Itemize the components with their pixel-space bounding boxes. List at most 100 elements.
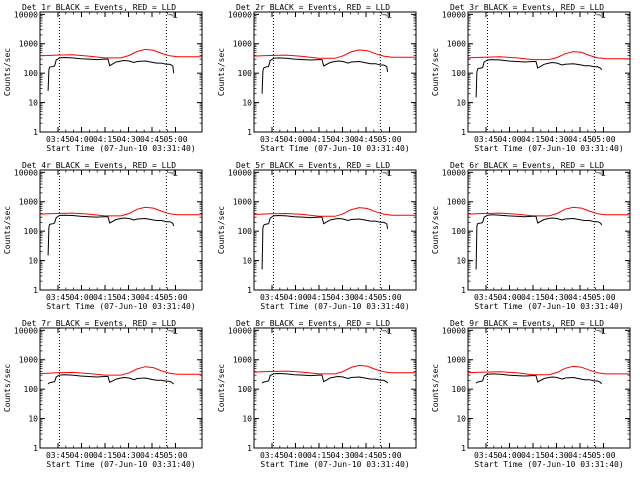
events-series-line <box>47 56 175 91</box>
y-tick-label: 10 <box>28 99 38 108</box>
x-tick-label: 04:45 <box>568 293 592 302</box>
y-tick-label: 1000 <box>19 198 38 207</box>
x-tick-label: 04:30 <box>330 451 354 460</box>
x-tick-label: 03:45 <box>260 293 284 302</box>
x-tick-label: 04:15 <box>521 135 545 144</box>
x-tick-label: 03:45 <box>474 293 498 302</box>
y-tick-label: 1000 <box>19 40 38 49</box>
x-tick-label: 04:45 <box>354 293 378 302</box>
y-axis-label: Counts/sec <box>3 206 12 254</box>
detector-panel-9: Det 9r BLACK = Events, RED = LLD Counts/s… <box>431 319 631 469</box>
x-axis-label: Start Time (07-Jun-10 03:31:40) <box>260 302 409 311</box>
x-tick-label: 04:00 <box>283 293 307 302</box>
panel-title: Det 6r BLACK = Events, RED = LLD <box>450 161 604 170</box>
y-tick-label: 1000 <box>233 198 252 207</box>
x-tick-label: 03:45 <box>260 451 284 460</box>
y-axis-label: Counts/sec <box>217 206 226 254</box>
plot-frame <box>467 327 631 449</box>
y-tick-label: 10000 <box>228 168 252 177</box>
x-tick-label: 05:00 <box>591 135 615 144</box>
plot-frame <box>253 327 417 449</box>
y-tick-label: 100 <box>238 69 253 78</box>
x-tick-label: 03:45 <box>46 451 70 460</box>
y-tick-label: 1 <box>33 286 38 295</box>
bracket-marker: ¬L <box>168 11 178 20</box>
x-tick-label: 04:45 <box>140 451 164 460</box>
y-tick-label: 10 <box>242 257 252 266</box>
y-tick-label: 1000 <box>233 40 252 49</box>
y-tick-label: 10 <box>28 257 38 266</box>
x-tick-label: 05:00 <box>591 293 615 302</box>
x-tick-label: 04:45 <box>140 293 164 302</box>
x-tick-label: 04:30 <box>544 293 568 302</box>
x-tick-label: 04:30 <box>330 135 354 144</box>
plot-frame <box>467 169 631 291</box>
y-axis-label: Counts/sec <box>431 364 440 412</box>
y-tick-label: 10000 <box>14 326 38 335</box>
x-axis-label: Start Time (07-Jun-10 03:31:40) <box>474 144 623 153</box>
y-tick-label: 10000 <box>228 326 252 335</box>
detector-panel-1: Det 1r BLACK = Events, RED = LLD Counts/s… <box>3 3 203 153</box>
events-series-line <box>475 373 603 385</box>
x-tick-label: 04:15 <box>93 135 117 144</box>
y-tick-label: 10000 <box>442 326 466 335</box>
bracket-marker: ¬L <box>382 11 392 20</box>
y-tick-label: 10 <box>242 99 252 108</box>
panel-title: Det 7r BLACK = Events, RED = LLD <box>22 319 176 328</box>
x-tick-label: 03:45 <box>260 135 284 144</box>
events-series-line <box>475 59 603 98</box>
bracket-marker: ¬L <box>382 169 392 178</box>
lld-series-line <box>253 49 416 59</box>
x-tick-label: 04:15 <box>307 135 331 144</box>
y-axis-label: Counts/sec <box>3 48 12 96</box>
x-tick-label: 04:45 <box>568 135 592 144</box>
y-tick-label: 10 <box>28 415 38 424</box>
y-tick-label: 100 <box>24 227 39 236</box>
plot-frame <box>253 169 417 291</box>
x-axis-label: Start Time (07-Jun-10 03:31:40) <box>46 144 195 153</box>
lld-series-line <box>253 207 416 217</box>
panel-title: Det 9r BLACK = Events, RED = LLD <box>450 319 604 328</box>
panel-title: Det 5r BLACK = Events, RED = LLD <box>236 161 390 170</box>
plot-frame <box>39 11 203 133</box>
x-tick-label: 04:00 <box>69 135 93 144</box>
x-tick-label: 04:30 <box>330 293 354 302</box>
x-tick-label: 04:00 <box>283 135 307 144</box>
y-tick-label: 100 <box>452 227 467 236</box>
bracket-marker: ¬L <box>596 11 606 20</box>
x-axis-label: Start Time (07-Jun-10 03:31:40) <box>260 144 409 153</box>
x-tick-label: 04:15 <box>307 293 331 302</box>
x-tick-label: 05:00 <box>377 135 401 144</box>
y-tick-label: 1 <box>247 128 252 137</box>
bracket-marker: ¬L <box>382 327 392 336</box>
plot-frame <box>39 169 203 291</box>
y-tick-label: 1 <box>33 444 38 453</box>
x-tick-label: 04:00 <box>69 293 93 302</box>
y-axis-label: Counts/sec <box>431 206 440 254</box>
plot-frame <box>467 11 631 133</box>
y-axis-label: Counts/sec <box>217 364 226 412</box>
events-series-line <box>261 214 389 270</box>
x-tick-label: 04:15 <box>93 451 117 460</box>
x-tick-label: 04:00 <box>69 451 93 460</box>
y-tick-label: 1000 <box>233 356 252 365</box>
y-tick-label: 10000 <box>14 10 38 19</box>
lld-series-line <box>253 364 416 375</box>
x-tick-label: 04:45 <box>568 451 592 460</box>
x-tick-label: 03:45 <box>474 135 498 144</box>
events-series-line <box>47 214 175 256</box>
y-tick-label: 1000 <box>447 198 466 207</box>
y-tick-label: 100 <box>238 385 253 394</box>
detector-panel-7: Det 7r BLACK = Events, RED = LLD Counts/s… <box>3 319 203 469</box>
x-tick-label: 04:00 <box>283 451 307 460</box>
y-tick-label: 10 <box>456 99 466 108</box>
y-tick-label: 100 <box>24 385 39 394</box>
lld-series-line <box>39 48 202 59</box>
y-tick-label: 10 <box>242 415 252 424</box>
x-tick-label: 04:30 <box>116 135 140 144</box>
bracket-marker: ¬L <box>596 327 606 336</box>
events-series-line <box>475 214 603 270</box>
x-axis-label: Start Time (07-Jun-10 03:31:40) <box>260 460 409 469</box>
lld-series-line <box>39 366 202 376</box>
y-tick-label: 10000 <box>442 168 466 177</box>
